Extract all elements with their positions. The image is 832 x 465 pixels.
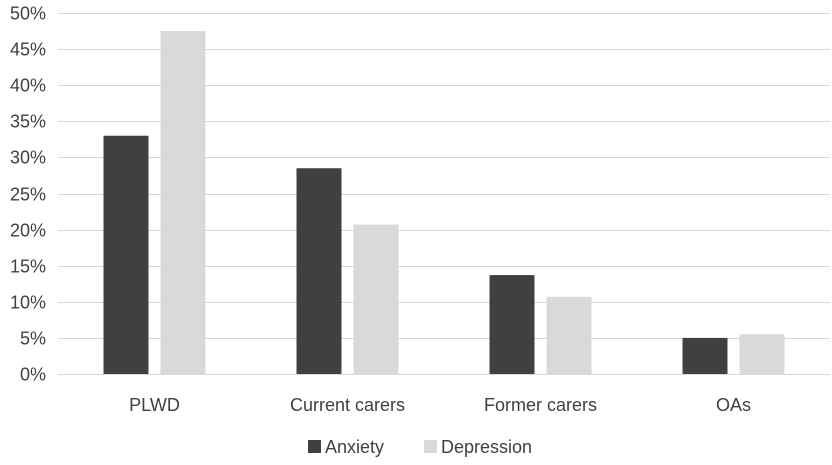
- legend: Anxiety Depression: [308, 437, 532, 457]
- y-tick-label: 45%: [10, 40, 46, 60]
- y-tick-label: 10%: [10, 293, 46, 313]
- x-tick-label: Former carers: [484, 395, 597, 415]
- bar-depression-plwd: [160, 31, 206, 375]
- x-axis-ticks: PLWD Current carers Former carers OAs: [129, 395, 751, 415]
- bar-anxiety-current-carers: [296, 168, 342, 374]
- y-tick-label: 50%: [10, 4, 46, 24]
- y-tick-label: 20%: [10, 221, 46, 241]
- legend-swatch-depression: [424, 440, 437, 453]
- bars: [103, 31, 785, 375]
- x-tick-label: OAs: [716, 395, 751, 415]
- y-tick-label: 30%: [10, 148, 46, 168]
- bar-anxiety-plwd: [103, 135, 149, 374]
- y-axis-ticks: 0% 5% 10% 15% 20% 25% 30% 35% 40% 45% 50%: [10, 4, 46, 385]
- bar-depression-former-carers: [546, 296, 592, 374]
- legend-swatch-anxiety: [308, 440, 321, 453]
- x-tick-label: Current carers: [290, 395, 405, 415]
- y-tick-label: 15%: [10, 257, 46, 277]
- bar-anxiety-oas: [682, 337, 728, 374]
- y-tick-label: 40%: [10, 76, 46, 96]
- x-tick-label: PLWD: [129, 395, 180, 415]
- y-tick-label: 0%: [20, 365, 46, 385]
- y-tick-label: 35%: [10, 112, 46, 132]
- y-tick-label: 5%: [20, 329, 46, 349]
- bar-depression-oas: [739, 334, 785, 374]
- bar-depression-current-carers: [353, 224, 399, 374]
- bar-anxiety-former-carers: [489, 275, 535, 374]
- y-tick-label: 25%: [10, 185, 46, 205]
- legend-label-anxiety: Anxiety: [325, 437, 384, 457]
- legend-label-depression: Depression: [441, 437, 532, 457]
